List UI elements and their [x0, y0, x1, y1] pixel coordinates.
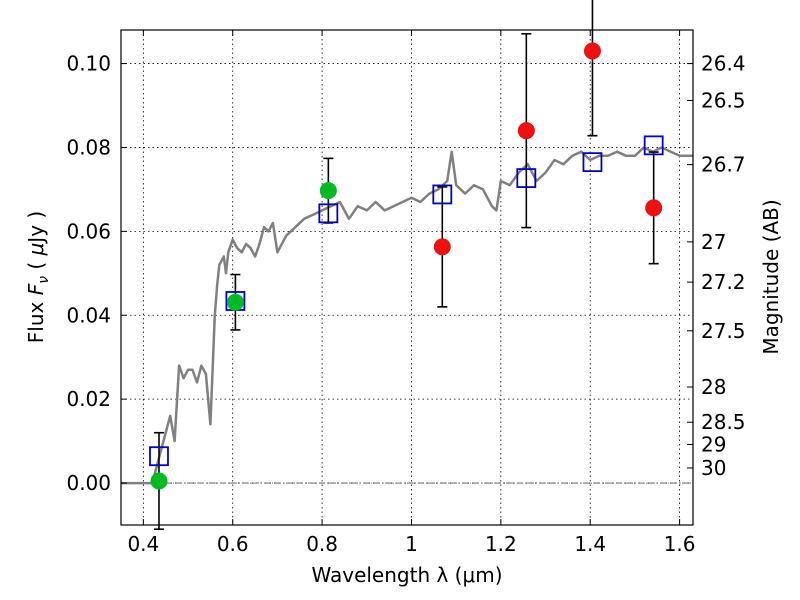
mag-tick-label-0: 26.4	[701, 52, 746, 76]
model-flux-square-6	[643, 135, 664, 156]
grid	[121, 30, 693, 525]
measurement-point-3	[645, 199, 663, 217]
x-tick-label-2: 0.8	[306, 532, 338, 556]
mag-tick-label-1: 26.5	[701, 88, 746, 112]
y-tick-label-2: 0.04	[66, 303, 111, 327]
y-tick-label-0: 0.00	[66, 471, 111, 495]
model-flux-square-3	[432, 184, 453, 205]
x-tick-label-5: 1.4	[574, 532, 606, 556]
model-flux-square-5	[582, 152, 603, 173]
model-flux-square-0	[149, 446, 169, 467]
detection-point-0	[150, 472, 168, 490]
mag-tick-label-4: 27.2	[701, 270, 746, 294]
x-tick-label-4: 1.2	[485, 532, 517, 556]
axis-ticks: 0.4 0.6 0.8 1 1.2 1.4 1.6 0.00 0.02 0.04 0.06 0.08 0…	[66, 30, 746, 556]
measurement-point-0	[433, 238, 451, 256]
detection-point-2	[319, 182, 337, 200]
y-axis-label: Flux Fν ( μJy )	[24, 211, 52, 343]
y-tick-label-1: 0.02	[66, 387, 111, 411]
magnitude-axis-label: Magnitude (AB)	[759, 199, 783, 354]
model-flux-square-2	[318, 203, 339, 224]
mag-tick-label-8: 29	[701, 432, 726, 456]
x-tick-label-0: 0.4	[127, 532, 159, 556]
sed-model-line	[121, 146, 693, 485]
mag-tick-label-6: 28	[701, 375, 726, 399]
measurement-point-2	[583, 42, 601, 60]
model-flux-square-4	[516, 168, 537, 188]
mag-tick-label-2: 26.7	[701, 153, 746, 177]
plot-frame	[120, 29, 694, 526]
x-axis-label: Wavelength λ (μm)	[311, 563, 502, 587]
plot-area	[121, 0, 693, 530]
y-tick-label-4: 0.08	[66, 135, 111, 159]
mag-tick-label-5: 27.5	[701, 319, 746, 343]
measurement-point-1	[517, 122, 535, 140]
x-tick-label-3: 1	[405, 532, 418, 556]
x-tick-label-1: 0.6	[217, 532, 249, 556]
y-tick-label-5: 0.10	[66, 52, 111, 76]
y-tick-label-3: 0.06	[66, 219, 111, 243]
detection-point-1	[226, 293, 244, 311]
x-tick-label-6: 1.6	[664, 532, 696, 556]
mag-tick-label-3: 27	[701, 230, 726, 254]
mag-tick-label-9: 30	[701, 456, 726, 480]
mag-tick-label-7: 28.5	[701, 410, 746, 434]
